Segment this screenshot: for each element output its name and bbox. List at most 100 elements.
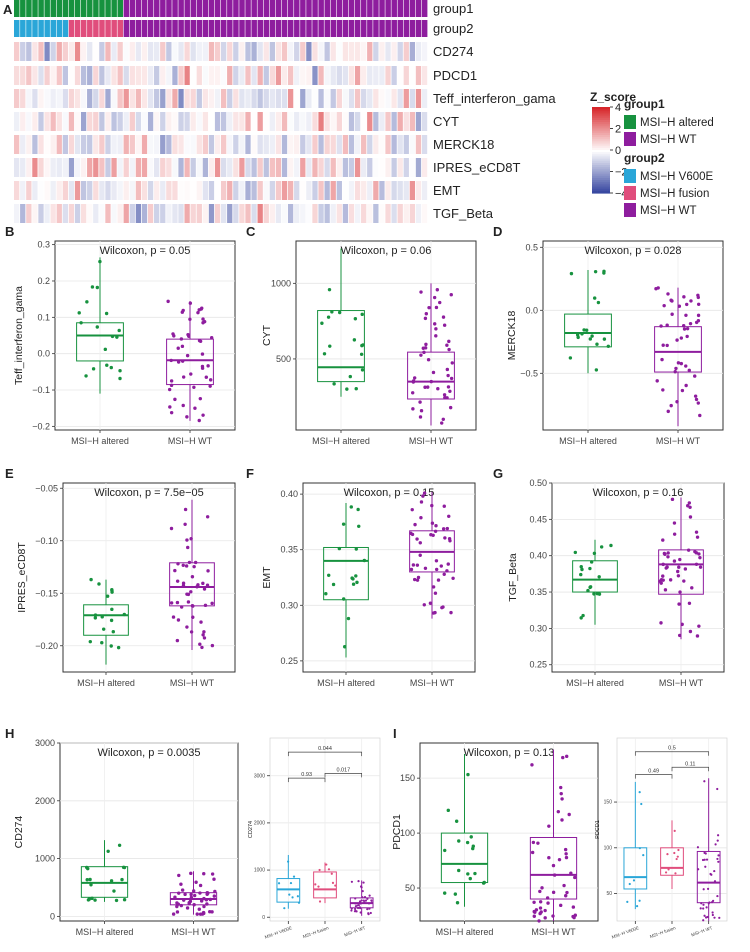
data-point xyxy=(208,378,213,382)
panel-letter: B xyxy=(5,224,14,239)
data-point xyxy=(713,916,716,919)
heatmap-cell xyxy=(154,42,160,61)
data-point xyxy=(103,347,108,352)
heatmap-cell xyxy=(245,89,251,108)
heatmap-cell xyxy=(294,42,300,61)
significance-bracket xyxy=(634,751,710,756)
heatmap-cell xyxy=(336,42,342,61)
heatmap-cell xyxy=(196,42,202,61)
colorbar-swatch xyxy=(592,130,610,134)
heatmap-cell xyxy=(385,158,391,177)
group1-cell xyxy=(93,0,99,17)
heatmap-cell xyxy=(178,204,184,223)
data-point xyxy=(189,372,193,376)
colorbar-swatch xyxy=(592,158,610,162)
heatmap-cell xyxy=(87,158,93,177)
heatmap-cell xyxy=(330,89,336,108)
group2-cell xyxy=(348,20,355,37)
heatmap-cell xyxy=(93,204,99,223)
heatmap-cell xyxy=(32,204,38,223)
data-point xyxy=(416,575,421,580)
data-point xyxy=(116,645,121,650)
heatmap-cell xyxy=(141,89,148,108)
heatmap-cell xyxy=(275,89,282,108)
data-point xyxy=(84,374,88,378)
data-point xyxy=(176,618,181,622)
data-point xyxy=(560,818,564,822)
y-tick-label: 3000 xyxy=(254,773,265,779)
data-point xyxy=(197,907,201,911)
heatmap-cell xyxy=(50,204,56,223)
box-iqr xyxy=(83,604,129,636)
data-point xyxy=(410,507,414,512)
heatmap-cell xyxy=(214,89,221,108)
heatmap-cell xyxy=(318,135,324,154)
heatmap-cell xyxy=(233,89,239,108)
heatmap-cell xyxy=(318,181,324,200)
heatmap-cell xyxy=(251,66,257,85)
data-point xyxy=(662,303,666,308)
data-point xyxy=(531,840,536,845)
data-point xyxy=(538,889,542,894)
group1-cell xyxy=(147,0,154,17)
heatmap-cell xyxy=(20,89,26,108)
data-point xyxy=(666,551,670,555)
data-point xyxy=(179,903,184,908)
colorbar-swatch xyxy=(592,122,610,125)
heatmap-cell xyxy=(397,135,403,154)
x-tick-label: MSI−H altered xyxy=(559,436,617,446)
heatmap-cell xyxy=(409,158,416,177)
data-point xyxy=(451,576,455,580)
group1-cell xyxy=(166,0,172,17)
colorbar-swatch xyxy=(592,177,610,181)
data-point xyxy=(189,895,194,900)
boxplot-panel: Wilcoxon, p = 0.15 0.40 0.35 0.30 0.25 EMT MSI… xyxy=(261,482,476,688)
heatmap-cell xyxy=(354,181,361,200)
colorbar-swatch xyxy=(592,137,610,140)
x-tick-label: MSI−H altered xyxy=(71,436,129,446)
data-point xyxy=(676,855,679,858)
data-point xyxy=(428,601,433,605)
heatmap-cell xyxy=(221,66,227,85)
data-point xyxy=(667,868,670,871)
colorbar-tick-label: 4 xyxy=(615,102,621,114)
heatmap-cell xyxy=(154,66,160,85)
heatmap-cell xyxy=(342,112,349,131)
heatmap-cell xyxy=(306,66,312,85)
heatmap-cell xyxy=(166,204,172,223)
data-point xyxy=(197,338,202,343)
data-point xyxy=(353,907,357,911)
heatmap-cell xyxy=(141,112,148,131)
wilcoxon-label: Wilcoxon, p = 0.06 xyxy=(341,245,432,257)
heatmap-cell xyxy=(208,42,215,61)
plot-frame xyxy=(551,482,725,673)
data-point xyxy=(101,627,106,631)
data-point xyxy=(184,564,189,568)
data-point xyxy=(327,287,332,292)
heatmap-cell xyxy=(172,112,178,131)
heatmap-cell xyxy=(214,112,221,131)
data-point xyxy=(363,901,366,904)
data-point xyxy=(442,323,447,327)
boxplot-panel: 150 100 50 PDCD1 MSI−H V600E MSI−H fusion MSI−… xyxy=(595,737,728,940)
colorbar-swatch xyxy=(592,126,610,130)
data-point xyxy=(206,891,210,895)
data-point xyxy=(689,299,693,303)
data-point xyxy=(597,592,602,596)
heatmap-cell xyxy=(269,112,275,131)
significance-label: 0.93 xyxy=(301,772,312,778)
heatmap-cell xyxy=(318,158,324,177)
data-point xyxy=(421,494,425,498)
heatmap-cell xyxy=(160,66,166,85)
heatmap-cell xyxy=(239,89,245,108)
heatmap-cell xyxy=(56,66,62,85)
heatmap-row-label: Teff_interferon_gama xyxy=(433,91,556,106)
data-point xyxy=(581,613,585,618)
group2-cell xyxy=(190,20,197,37)
data-point xyxy=(565,754,569,759)
heatmap-cell xyxy=(68,158,75,177)
data-point xyxy=(718,916,721,919)
heatmap-cell xyxy=(245,112,251,131)
y-axis-label: Teff_interferon_gama xyxy=(13,286,25,385)
heatmap-cell xyxy=(178,42,184,61)
